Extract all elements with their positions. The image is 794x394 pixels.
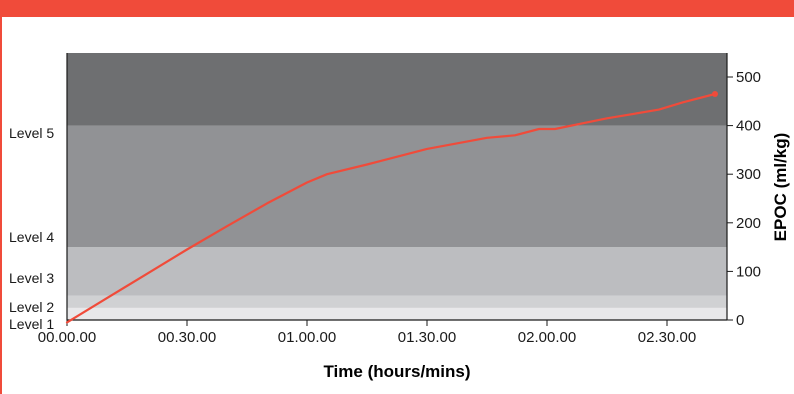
band-5 [67, 53, 727, 126]
x-tick-label: 02.30.00 [638, 329, 696, 346]
band-3 [67, 247, 727, 296]
band-label-4: Level 4 [9, 229, 54, 245]
series-line-1 [65, 92, 717, 324]
y-tick-label: 200 [736, 215, 761, 232]
x-tick-label: 00.30.00 [158, 329, 216, 346]
y-tick-label: 0 [736, 312, 744, 329]
x-tick-label: 00.00.00 [38, 329, 96, 346]
x-tick-label: 02.00.00 [518, 329, 576, 346]
band-label-1: Level 1 [9, 316, 54, 332]
y-tick-label: 500 [736, 69, 761, 86]
axes [66, 53, 728, 321]
y-axis-title: EPOC (ml/kg) [771, 133, 790, 242]
x-tick-label: 01.00.00 [278, 329, 336, 346]
band-label-2: Level 2 [9, 299, 54, 315]
y-tick-label: 400 [736, 118, 761, 135]
series-layer [65, 91, 718, 324]
left-border [0, 17, 2, 394]
band-2 [67, 295, 727, 308]
y-tick-label: 300 [736, 166, 761, 183]
x-tick-label: 01.30.00 [398, 329, 456, 346]
series-end-point [712, 91, 718, 98]
band-label-5: Level 5 [9, 125, 54, 141]
band-label-3: Level 3 [9, 270, 54, 286]
x-axis-ticks: 00.00.00 00.30.00 01.00.00 01.30.00 02.00.00… [38, 320, 696, 346]
y-axis-ticks: 0 100 200 300 400 500 [727, 69, 761, 329]
top-banner [0, 0, 794, 17]
band-4 [67, 125, 727, 248]
level-bands [67, 53, 727, 320]
x-axis-title: Time (hours/mins) [323, 362, 470, 381]
band-1 [67, 307, 727, 320]
y-tick-label: 100 [736, 263, 761, 280]
